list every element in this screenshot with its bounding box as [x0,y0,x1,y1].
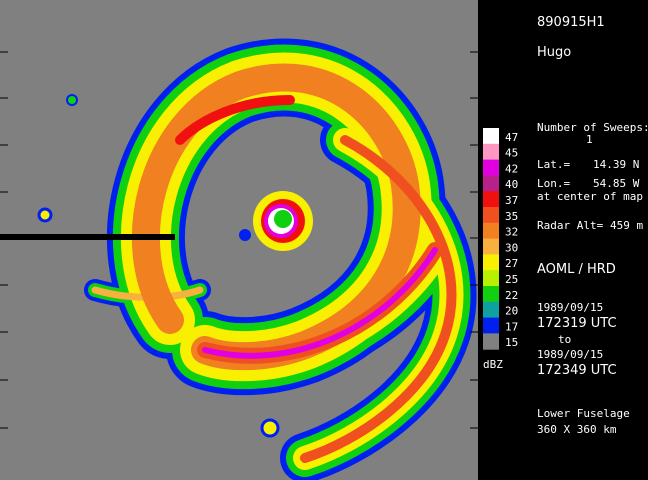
scale-label: 17 [505,320,518,333]
scale-label: 27 [505,257,518,270]
scale-swatch [483,254,499,271]
radar-name: Lower Fuselage [537,407,630,420]
end-time: 172349 UTC [537,363,617,378]
scale-label: 32 [505,226,518,239]
lat: 14.39 N [593,158,639,171]
lon-label: Lon.= [537,177,570,190]
scale-swatch [483,143,499,161]
scale-swatch [483,286,499,303]
scale-label: 25 [505,273,518,286]
lat-label: Lat.= [537,158,570,171]
edge-ticks [0,51,478,429]
start-date: 1989/09/15 [537,301,603,314]
alt-label: Radar Alt= [537,219,604,232]
scale-label: 22 [505,289,518,302]
end-date: 1989/09/15 [537,348,603,361]
scale-swatch [483,175,499,192]
legend-unit: dBZ [483,358,503,371]
color-scale: 47 45 42 40 37 35 32 30 27 25 22 20 17 15 [483,128,518,350]
scale-label: 45 [505,147,518,160]
scale-label: 47 [505,131,518,144]
scale-label: 30 [505,241,518,254]
sweeps: 1 [586,133,593,146]
scale-swatch [483,128,499,145]
storm-name: Hugo [537,45,571,60]
scale-swatch [483,270,499,287]
scale-swatch [483,333,499,350]
sweeps-label: Number of Sweeps: [537,121,648,134]
flight-id: 890915H1 [537,15,605,30]
scale-swatch [483,301,499,319]
scale-label: 20 [505,305,518,318]
scale-label: 37 [505,194,518,207]
scale-swatch [483,159,499,176]
organization: AOML / HRD [537,262,616,277]
lon: 54.85 W [593,177,640,190]
scale-label: 42 [505,162,518,175]
scale-swatch [483,191,499,208]
center-note: at center of map [537,190,643,203]
scale-swatch [483,317,499,334]
track-line [0,234,175,240]
to: to [558,333,571,346]
scale-swatch [483,238,499,255]
start-time: 172319 UTC [537,316,617,331]
scale-label: 15 [505,336,518,349]
scale-label: 35 [505,210,518,223]
alt: 459 m [610,219,643,232]
scale-label: 40 [505,178,518,191]
extent: 360 X 360 km [537,423,617,436]
echoes [37,77,452,458]
scale-swatch [483,222,499,240]
scale-swatch [483,207,499,224]
